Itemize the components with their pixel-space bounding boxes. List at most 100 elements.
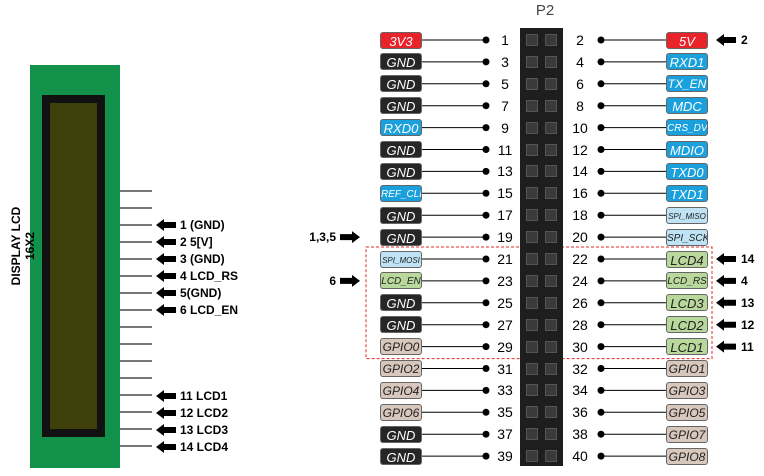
pin-dot [482, 386, 490, 394]
header-pin-square [526, 165, 538, 178]
header-pin-square [545, 121, 557, 134]
lcd-pin-arrow [156, 270, 176, 282]
pin-number: 12 [572, 141, 588, 158]
lcd-pin-label: 1 (GND) [180, 218, 225, 232]
header-pin-square [545, 296, 557, 309]
pin-label-left: GPIO4 [380, 381, 422, 399]
pin-number: 19 [497, 229, 513, 246]
pin-label-right: LCD_RS [666, 272, 708, 290]
pin-label-left: GND [380, 228, 422, 246]
callout-arrow [716, 318, 736, 331]
lcd-pin-arrow [156, 219, 176, 231]
pin-number: 16 [572, 185, 588, 202]
pin-dot [482, 146, 490, 153]
header-pin-square [545, 274, 557, 287]
header-pin-square [545, 406, 557, 419]
pin-label-right: GPIO8 [666, 447, 708, 465]
header-pin-square [526, 384, 538, 397]
pin-number: 26 [572, 294, 588, 311]
pin-number: 32 [572, 360, 588, 377]
pin-number: 11 [497, 141, 513, 158]
pin-number: 27 [497, 316, 513, 333]
header-pin-square [526, 77, 538, 90]
header-pin-square [545, 165, 557, 178]
header-pin-square [526, 34, 538, 46]
pin-dot [597, 167, 605, 175]
header-pin-square [545, 340, 557, 353]
lcd-title: DISPLAY LCD 16X2 [9, 206, 37, 286]
header-pin-square [545, 231, 557, 244]
pin-label-right: MDC [666, 97, 708, 115]
lcd-pin-label: 3 (GND) [180, 252, 225, 266]
pin-dot [597, 430, 605, 438]
pin-label-left: GPIO0 [380, 338, 422, 356]
pin-dot [482, 452, 490, 460]
header-pin-square [526, 428, 538, 441]
pin-dot [482, 365, 490, 372]
pin-dot [482, 80, 490, 88]
lcd-pin-label: 12 LCD2 [180, 406, 229, 420]
pin-label-left: 3V3 [380, 31, 422, 49]
pin-number: 36 [572, 404, 588, 421]
pin-dot [597, 452, 605, 460]
pin-label-left: GND [380, 316, 422, 334]
pin-number: 35 [497, 404, 513, 421]
pin-label-right: LCD2 [666, 316, 708, 334]
pin-label-right: 5V [666, 31, 708, 49]
pin-label-left: GND [380, 294, 422, 312]
lcd-screen-frame [42, 95, 105, 437]
callout-arrow [340, 274, 360, 287]
lcd-screen [50, 103, 97, 429]
lcd-pin-arrow [156, 441, 176, 453]
header-pin-square [545, 143, 557, 156]
pin-number: 17 [497, 207, 513, 224]
pin-dot [482, 255, 490, 263]
pin-dot [482, 102, 490, 110]
callout-arrow [716, 34, 736, 46]
header-pin-square [526, 99, 538, 112]
lcd-pin-label: 11 LCD1 [180, 389, 228, 403]
pin-dot [482, 124, 490, 132]
pin-dot [482, 321, 490, 329]
pin-label-left: GND [380, 75, 422, 93]
pin-dot [597, 124, 605, 132]
pin-label-right: RXD1 [666, 53, 708, 71]
pin-dot [597, 102, 605, 110]
pin-label-left: GPIO6 [380, 403, 422, 421]
header-pin-square [545, 362, 557, 375]
pin-label-right: GPIO1 [666, 360, 708, 377]
pin-number: 15 [497, 185, 513, 202]
header-pin-square [526, 296, 538, 309]
header-pin-square [545, 77, 557, 90]
pin-label-left: GND [380, 141, 422, 158]
callout-arrow [716, 253, 736, 265]
pin-number: 39 [497, 448, 513, 465]
lcd-pin-label: 2 5[V] [180, 235, 213, 249]
pin-number: 1 [501, 32, 509, 48]
pin-dot [482, 299, 490, 307]
pin-dot [482, 189, 490, 197]
pin-dot [482, 430, 490, 438]
lcd-pin-label: 6 LCD_EN [180, 303, 239, 317]
pin-label-right: SPI_MISO [666, 206, 708, 224]
pin-number: 33 [497, 382, 513, 399]
pin-label-left: GND [380, 97, 422, 115]
callout-arrow [716, 296, 736, 309]
header-pin-square [526, 450, 538, 463]
pin-dot [482, 58, 490, 66]
header-pin-square [545, 384, 557, 397]
pin-number: 34 [572, 382, 588, 399]
pin-dot [597, 211, 605, 219]
pin-number: 38 [572, 426, 588, 443]
pin-number: 13 [497, 163, 513, 180]
header-pin-square [545, 99, 557, 112]
pin-number: 14 [572, 163, 588, 180]
pin-dot [597, 255, 605, 263]
header-pin-square [545, 450, 557, 463]
pin-dot [597, 343, 605, 351]
header-pin-square [526, 55, 538, 68]
pin-header [520, 28, 563, 466]
header-label: P2 [535, 2, 555, 19]
pin-label-right: LCD1 [666, 338, 708, 356]
